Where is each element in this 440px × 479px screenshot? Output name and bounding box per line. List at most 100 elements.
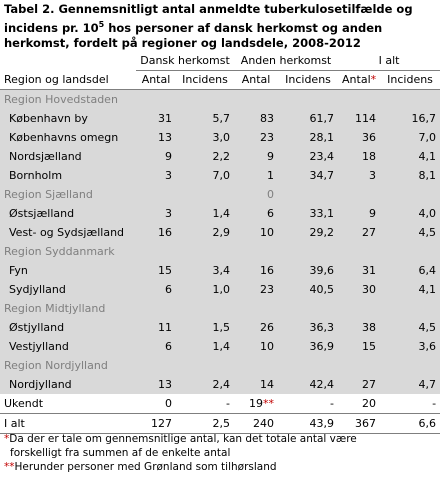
row-label: Bornholm [0,166,136,185]
cell-value: 0 [165,397,172,410]
cell-value: 43,9 [278,413,339,434]
cell-empty [380,89,440,109]
cell-value: 5,7 [176,109,235,128]
region-row: Region Sjælland 0 [0,185,440,204]
cell-empty [234,89,279,109]
cell-value: 3 [136,166,176,185]
cell-value: 0 [234,185,279,204]
cell-value: 16 [234,261,279,280]
cell-empty [338,299,381,318]
cell-value: 36,3 [278,318,339,337]
title-line-1: Tabel 2. Gennemsnitligt antal anmeldte t… [4,2,413,16]
header-row-groups: Dansk herkomst Anden herkomst I alt [0,52,440,71]
cell-value: 367 [338,413,381,434]
cell-value: 18 [338,147,381,166]
cell-value: 1,4 [176,337,235,356]
cell-value: 20 [362,397,377,410]
cell-value: - [330,397,335,410]
cell-value: 1 [234,166,279,185]
cell-value: 8,1 [380,166,440,185]
cell-value: 23 [234,128,279,147]
cell-value: 3,0 [176,128,235,147]
cell-empty [176,89,235,109]
cell-empty [136,356,176,375]
cell-empty [338,356,381,375]
cell-value: 38 [338,318,381,337]
cell-value: 11 [136,318,176,337]
cell-value: 127 [136,413,176,434]
title-superscript: 5 [98,20,105,29]
cell-value: 16,7 [380,109,440,128]
cell-value: 114 [338,109,381,128]
cell-value: 27 [338,375,381,394]
cell-value: 34,7 [278,166,339,185]
footnote-2: **Herunder personer med Grønland som til… [4,460,436,474]
title-line-3: herkomst, fordelt på regioner og landsde… [4,35,361,50]
region-row: Region Syddanmark [0,242,440,261]
header-row-columns: Region og landsdel Antal Incidens Antal … [0,70,440,90]
cell-value: 10 [234,337,279,356]
footnote-1-text: Da der er tale om gennemsnitlige antal, … [9,433,357,445]
cell-value: 4,5 [380,223,440,242]
cell-empty [278,356,339,375]
cell-value: 39,6 [278,261,339,280]
cell-value: 4,5 [380,318,440,337]
region-label: Region Nordjylland [0,356,136,375]
row-label: Ukendt [4,397,44,410]
region-label: Region Syddanmark [0,242,136,261]
footnote-1-mark: * [4,433,10,445]
cell-value [136,185,176,204]
region-label: Region Hovedstaden [0,89,136,109]
title-line-2-post: hos personer af dansk herkomst og anden [104,20,383,35]
cell-value: 10 [234,223,279,242]
cell-value: 3,4 [176,261,235,280]
cell-value: 240 [234,413,279,434]
cell-empty [176,299,235,318]
cell-value: 7,0 [176,166,235,185]
header-asterisk: * [370,73,377,86]
table-row: Nordsjælland 9 2,2 9 23,4 18 4,1 [0,147,440,166]
header-antal-2: Antal [234,70,279,90]
cell-value: 30 [338,280,381,299]
table-row: Sydjylland 6 1,0 23 40,5 30 4,1 [0,280,440,299]
cell-value: 9 [234,147,279,166]
cell-value [380,185,440,204]
table-row: København by 31 5,7 83 61,7 114 16,7 [0,109,440,128]
row-label: I alt [0,413,136,434]
cell-value: 2,2 [176,147,235,166]
cell-empty [234,356,279,375]
cell-value: 4,0 [380,204,440,223]
cell-value: 1,5 [176,318,235,337]
cell-value: 6 [136,280,176,299]
cell-value: 9 [136,147,176,166]
cell-value: 3 [338,166,381,185]
cell-value: 4,1 [380,280,440,299]
cell-empty [380,356,440,375]
footnotes: *Da der er tale om gennemsnitlige antal,… [4,432,436,474]
cell-value: 31 [338,261,381,280]
row-label: Nordsjælland [0,147,136,166]
cell-value: 36,9 [278,337,339,356]
cell-value: 2,4 [176,375,235,394]
table-row-ukendt: Ukendt 0-19** -20- [0,394,440,414]
region-label: Region Midtjylland [0,299,136,318]
cell-empty [278,242,339,261]
cell-value: 2,9 [176,223,235,242]
header-incidens-3: Incidens [380,70,440,90]
header-antal-3: Antal* [338,70,381,90]
header-antal-3-text: Antal [342,73,371,86]
table-row: Københavns omegn 13 3,0 23 28,1 36 7,0 [0,128,440,147]
cell-value: 23 [234,280,279,299]
data-table: Dansk herkomst Anden herkomst I alt Regi… [0,52,440,434]
cell-value: 14 [234,375,279,394]
row-label: København by [0,109,136,128]
cell-empty [176,356,235,375]
cell-value: 19** [234,394,278,414]
header-region: Region og landsdel [0,70,136,90]
cell-value: 7,0 [380,128,440,147]
cell-empty [380,242,440,261]
cell-value: 42,4 [278,375,339,394]
footnote-1-cont: forskelligt fra summen af de enkelte ant… [10,447,231,459]
footnote-2-mark: ** [4,461,15,473]
cell-value: 16 [136,223,176,242]
